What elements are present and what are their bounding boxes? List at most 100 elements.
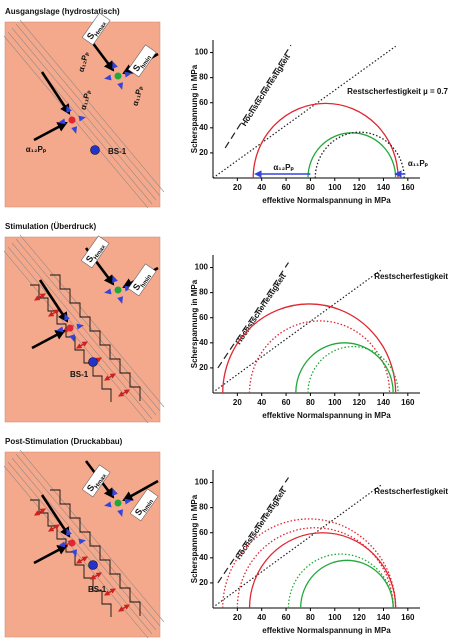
y-axis-label: Scherspannung in MPa bbox=[190, 64, 199, 153]
x-tick-label: 120 bbox=[352, 398, 366, 407]
fault-line bbox=[11, 457, 157, 631]
borehole bbox=[88, 560, 98, 570]
pressure-marker bbox=[78, 538, 86, 545]
x-tick-label: 20 bbox=[233, 398, 242, 407]
well-label: BS-1 bbox=[108, 147, 127, 156]
x-tick-label: 100 bbox=[328, 613, 342, 622]
pressure-marker bbox=[124, 71, 132, 78]
y-tick-label: 80 bbox=[199, 73, 208, 82]
mohr-circle bbox=[307, 132, 397, 179]
pressure-label: α₁₂Pₚ bbox=[26, 145, 47, 154]
slip-arrow bbox=[48, 309, 60, 317]
node-red bbox=[66, 324, 74, 332]
stress-label-box bbox=[80, 235, 110, 269]
mohr-circle bbox=[248, 532, 397, 609]
fault-line bbox=[19, 449, 165, 623]
stress-label-box bbox=[127, 263, 157, 297]
y-tick-label: 100 bbox=[195, 263, 209, 272]
stress-arrow bbox=[40, 494, 71, 538]
x-tick-label: 160 bbox=[401, 613, 415, 622]
pressure-marker bbox=[117, 82, 124, 90]
x-tick-label: 80 bbox=[306, 398, 315, 407]
mohr-circle bbox=[222, 303, 397, 394]
x-tick-label: 60 bbox=[282, 398, 291, 407]
mohr-circle bbox=[295, 342, 394, 394]
envelope-line bbox=[217, 262, 289, 369]
annotation: α₁₁Pₚ bbox=[408, 159, 429, 168]
node-green bbox=[114, 286, 122, 294]
y-tick-label: 40 bbox=[199, 553, 208, 562]
x-axis-label: effektive Normalspannung in MPa bbox=[262, 626, 391, 635]
fault-line bbox=[3, 35, 149, 209]
x-tick-label: 80 bbox=[306, 613, 315, 622]
pressure-marker bbox=[112, 488, 118, 496]
x-tick-label: 40 bbox=[257, 613, 266, 622]
x-tick-label: 120 bbox=[352, 183, 366, 192]
fault-line bbox=[11, 242, 157, 416]
slip-arrow bbox=[48, 524, 60, 532]
stress-arrow bbox=[33, 121, 68, 142]
x-tick-label: 40 bbox=[257, 183, 266, 192]
pressure-marker bbox=[66, 528, 72, 536]
envelope-label: Restscherfestigkeit bbox=[374, 487, 448, 496]
slip-arrow bbox=[34, 293, 46, 301]
node-red bbox=[68, 116, 76, 124]
x-tick-label: 140 bbox=[377, 398, 391, 407]
mohr-circle bbox=[314, 131, 405, 179]
panel-title: Ausgangslage (hydrostatisch) bbox=[5, 7, 120, 16]
rock-block bbox=[4, 21, 161, 208]
mohr-circle bbox=[222, 518, 397, 609]
y-tick-label: 80 bbox=[199, 288, 208, 297]
x-tick-label: 20 bbox=[233, 183, 242, 192]
y-tick-label: 40 bbox=[199, 338, 208, 347]
envelope-line bbox=[215, 269, 382, 391]
slip-arrow bbox=[90, 572, 102, 580]
mohr-circle bbox=[287, 553, 394, 609]
stress-symbol: S bbox=[131, 282, 143, 293]
pressure-marker bbox=[104, 74, 112, 81]
pressure-marker bbox=[124, 498, 132, 505]
fault-line bbox=[19, 234, 165, 408]
x-axis-label: effektive Normalspannung in MPa bbox=[262, 196, 391, 205]
mohr-circle bbox=[307, 345, 399, 394]
y-tick-label: 80 bbox=[199, 503, 208, 512]
pressure-marker bbox=[58, 541, 66, 548]
envelope-line bbox=[217, 477, 289, 584]
x-tick-label: 140 bbox=[377, 183, 391, 192]
node-green bbox=[114, 72, 122, 80]
rock-block bbox=[4, 236, 161, 423]
mohr-circle bbox=[252, 102, 399, 179]
x-tick-label: 100 bbox=[328, 398, 342, 407]
x-tick-label: 60 bbox=[282, 183, 291, 192]
y-tick-label: 20 bbox=[199, 148, 208, 157]
y-tick-label: 60 bbox=[199, 98, 208, 107]
slip-arrow bbox=[104, 373, 116, 381]
rock-block bbox=[4, 451, 161, 638]
x-tick-label: 160 bbox=[401, 183, 415, 192]
node-green bbox=[114, 499, 122, 507]
x-axis-label: effektive Normalspannung in MPa bbox=[262, 411, 391, 420]
x-tick-label: 80 bbox=[306, 183, 315, 192]
well-label: BS-1 bbox=[70, 370, 89, 379]
y-axis-label: Scherspannung in MPa bbox=[190, 279, 199, 368]
pressure-marker bbox=[64, 313, 70, 321]
stress-label-box bbox=[129, 488, 159, 522]
fault-line bbox=[15, 23, 161, 197]
x-tick-label: 140 bbox=[377, 613, 391, 622]
y-tick-label: 100 bbox=[195, 478, 209, 487]
pressure-marker bbox=[112, 61, 118, 69]
pressure-marker bbox=[117, 296, 124, 304]
mohr-circle bbox=[236, 527, 394, 609]
fracture bbox=[30, 284, 112, 402]
y-tick-label: 20 bbox=[199, 578, 208, 587]
slip-arrow bbox=[76, 341, 88, 349]
slip-arrow bbox=[118, 389, 130, 397]
fault-line bbox=[11, 27, 157, 201]
stress-arrow bbox=[122, 479, 159, 502]
mohr-circle bbox=[248, 320, 391, 394]
annotation: α₁₂Pₚ bbox=[273, 163, 294, 172]
